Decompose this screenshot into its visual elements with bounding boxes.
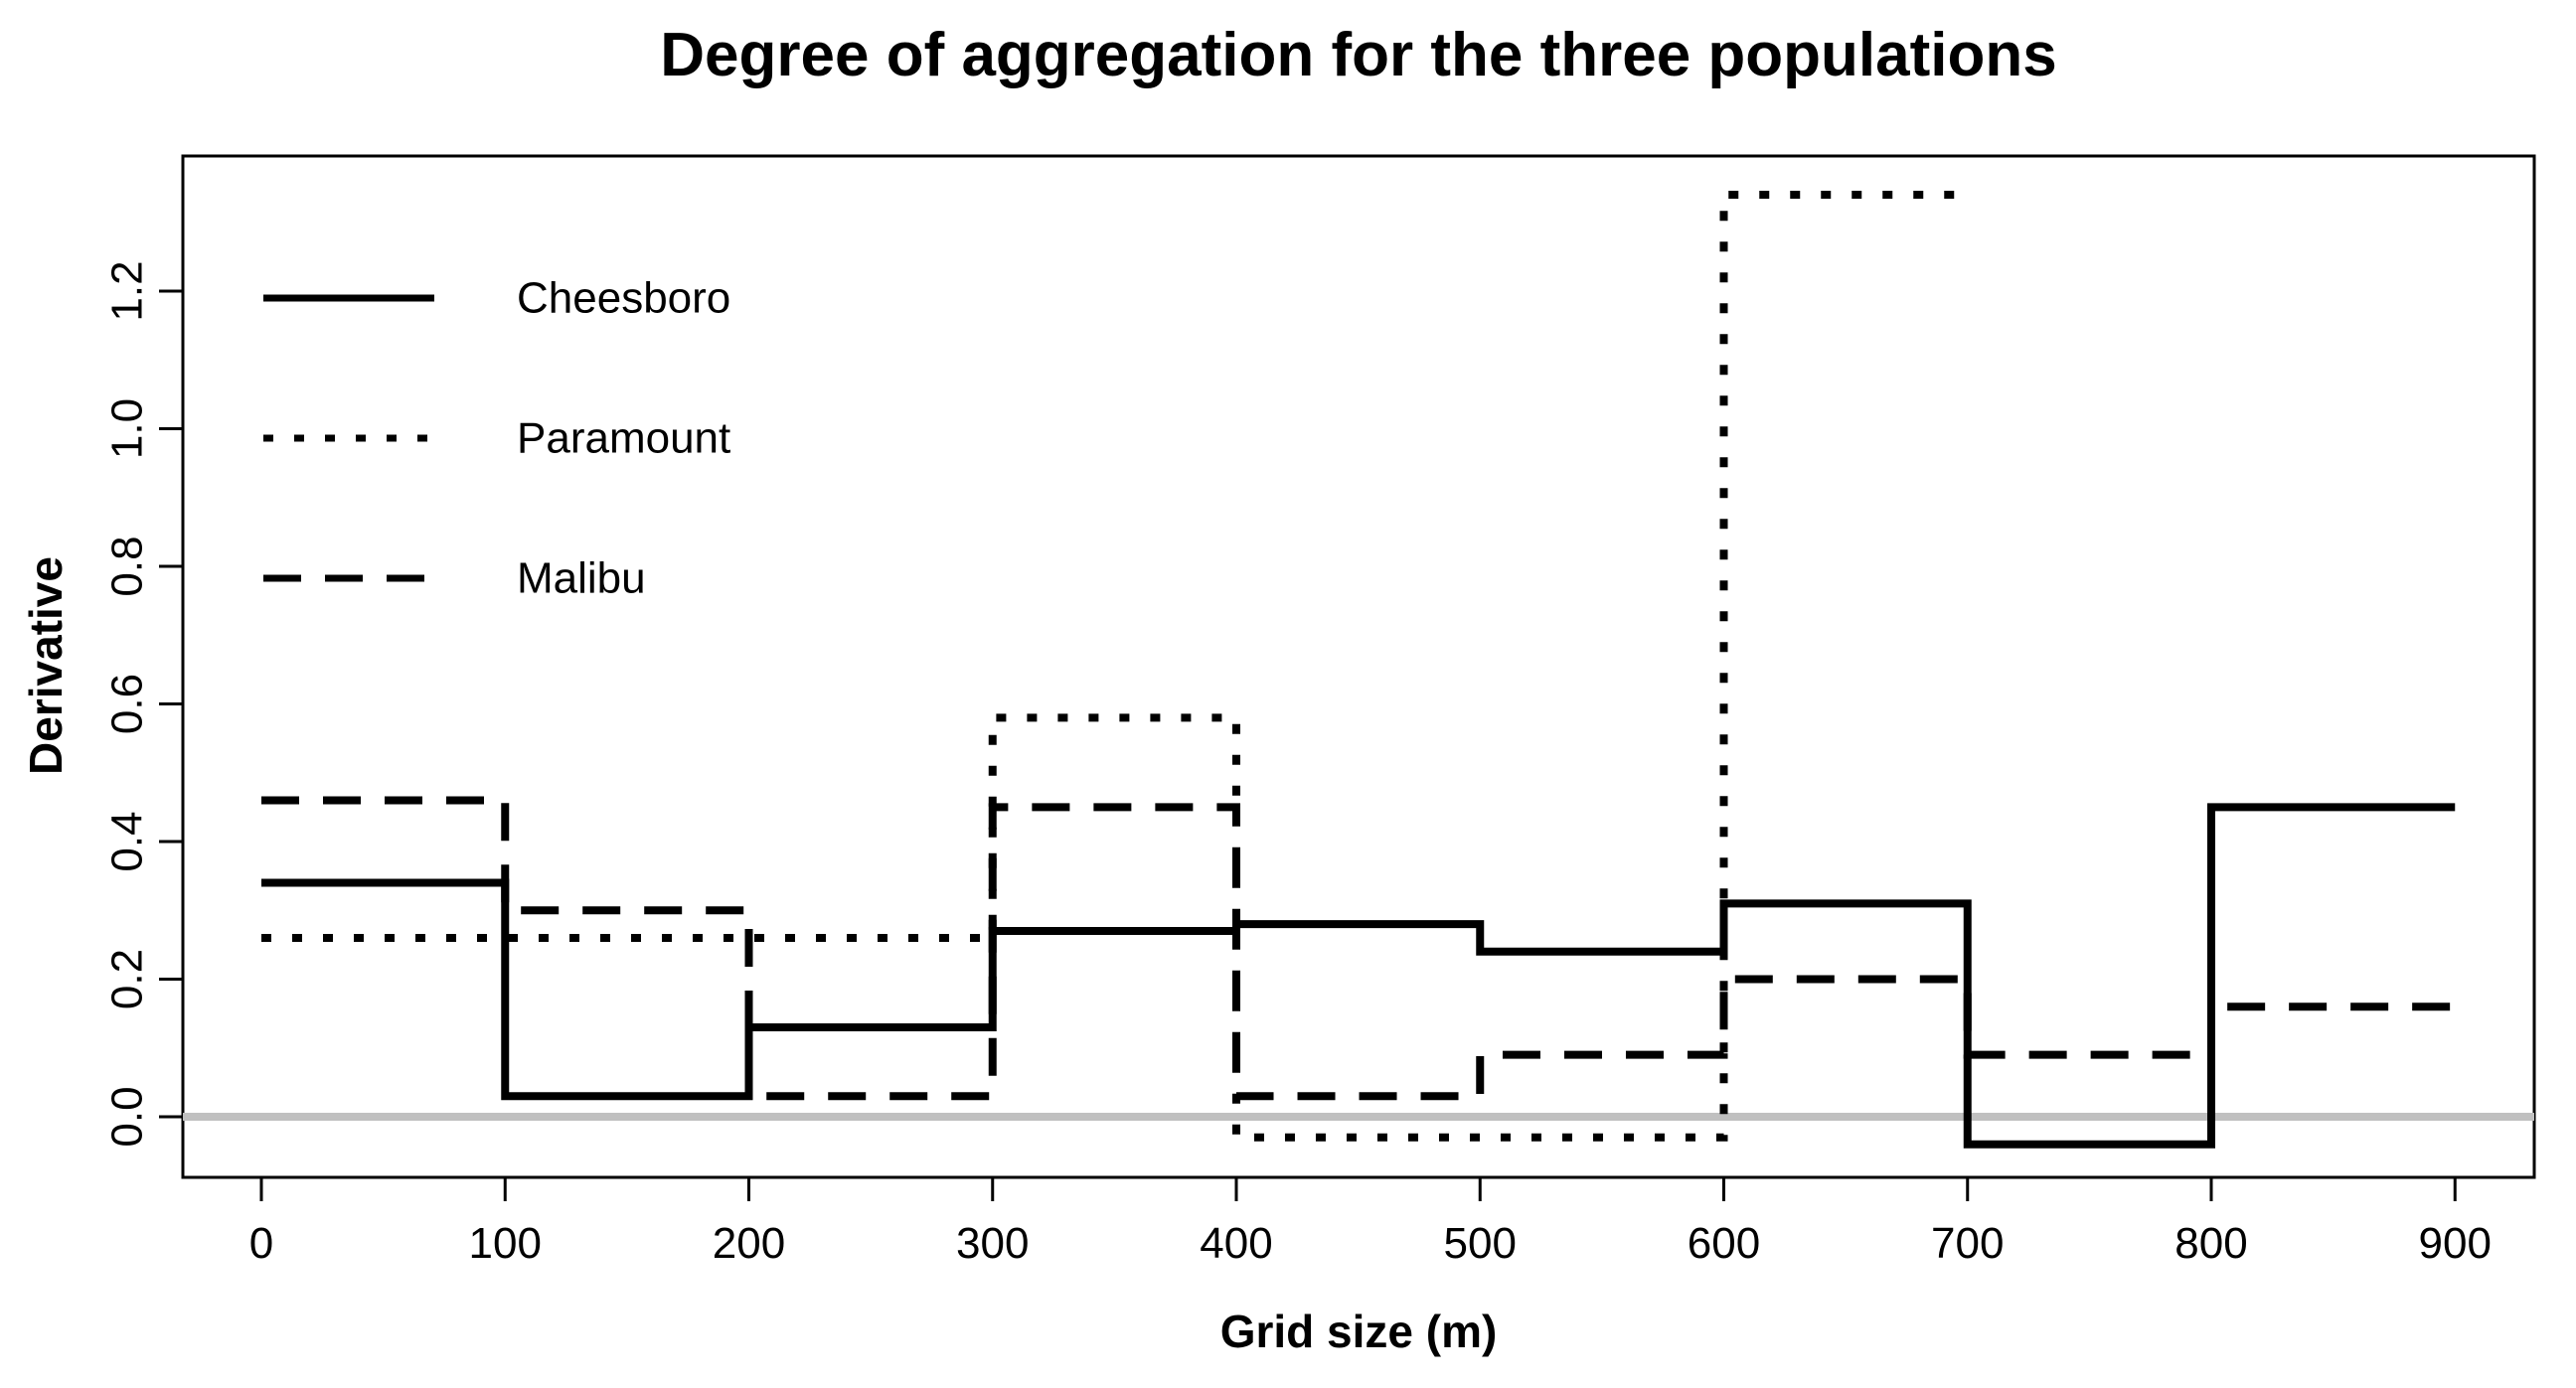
y-tick-label: 0.2 [103, 949, 152, 1009]
cheesboro-line [261, 803, 2456, 1149]
x-tick-label: 500 [1444, 1219, 1517, 1268]
legend-label: Malibu [517, 554, 646, 603]
paramount-line [261, 191, 1968, 1142]
data-series-group [261, 191, 2456, 1149]
x-tick-label: 400 [1200, 1219, 1272, 1268]
x-tick-label: 300 [956, 1219, 1029, 1268]
y-tick-label: 1.0 [103, 398, 152, 459]
legend-item: Malibu [263, 554, 646, 603]
x-tick-label: 900 [2419, 1219, 2492, 1268]
y-tick-label: 0.0 [103, 1086, 152, 1147]
y-tick-label: 0.8 [103, 536, 152, 596]
y-tick-label: 0.6 [103, 674, 152, 734]
legend-item: Cheesboro [263, 274, 730, 323]
y-tick-label: 1.2 [103, 260, 152, 321]
legend: Cheesboro Paramount Malibu [263, 274, 730, 603]
x-tick-label: 200 [713, 1219, 785, 1268]
x-tick-label: 100 [469, 1219, 542, 1268]
x-tick-label: 600 [1688, 1219, 1760, 1268]
legend-label: Cheesboro [517, 274, 730, 323]
malibu-line [261, 796, 2456, 1101]
legend-item: Paramount [263, 414, 730, 463]
legend-label: Paramount [517, 414, 730, 463]
x-tick-label: 700 [1931, 1219, 2004, 1268]
x-axis-label: Grid size (m) [1220, 1306, 1498, 1357]
plot-box [181, 154, 2536, 1179]
y-axis-label: Derivative [20, 556, 72, 775]
x-tick-label: 0 [249, 1219, 273, 1268]
x-tick-label: 800 [2174, 1219, 2247, 1268]
chart-title: Degree of aggregation for the three popu… [660, 21, 2056, 89]
x-axis-ticks: 0 100 200 300 400 500 600 700 800 900 [249, 1177, 2492, 1268]
y-axis-ticks: 0.0 0.2 0.4 0.6 0.8 1.0 1.2 [103, 260, 183, 1148]
y-tick-label: 0.4 [103, 811, 152, 871]
